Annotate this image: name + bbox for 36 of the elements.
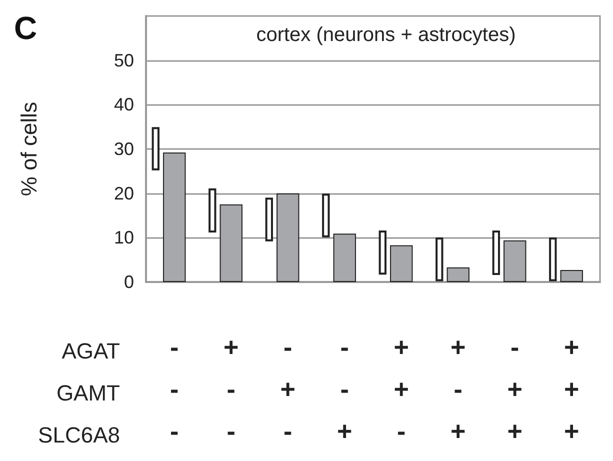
bar <box>276 193 300 282</box>
bar <box>549 238 557 282</box>
y-tick-label: 20 <box>114 183 134 204</box>
x-tick-label: - - + <box>337 332 352 446</box>
text: GAMT <box>56 380 120 406</box>
bar <box>333 234 356 282</box>
x-tick-label: + - - <box>224 332 239 446</box>
y-tick-label: 0 <box>124 272 134 292</box>
bar <box>446 267 470 282</box>
y-axis-title: % of cells <box>16 102 42 196</box>
bar <box>322 194 330 238</box>
x-tick-label: - + - <box>280 332 296 446</box>
y-tick-label: 30 <box>114 139 134 159</box>
bar <box>560 270 583 282</box>
bar <box>492 230 500 276</box>
x-tick-label: + + + <box>564 332 580 446</box>
x-tick-label: - - - <box>170 332 179 446</box>
y-tick-label: 50 <box>114 50 134 70</box>
bar <box>265 198 273 242</box>
y-tick-label: 10 <box>114 228 134 248</box>
bar <box>378 230 386 275</box>
chart-title: cortex (neurons + astrocytes) <box>256 24 516 46</box>
text: C <box>14 10 38 46</box>
bar <box>163 152 186 282</box>
bar <box>390 245 413 282</box>
bar <box>436 238 444 282</box>
x-tick-label: - + + <box>507 332 522 446</box>
bar <box>220 204 242 282</box>
bar <box>152 127 160 170</box>
bar <box>208 188 216 232</box>
y-tick-label: 40 <box>114 94 134 115</box>
bar <box>504 240 526 282</box>
x-tick-label: + + - <box>394 332 409 446</box>
text: AGAT <box>62 338 120 364</box>
x-tick-label: + - + <box>450 332 466 446</box>
text: SLC6A8 <box>38 422 120 448</box>
